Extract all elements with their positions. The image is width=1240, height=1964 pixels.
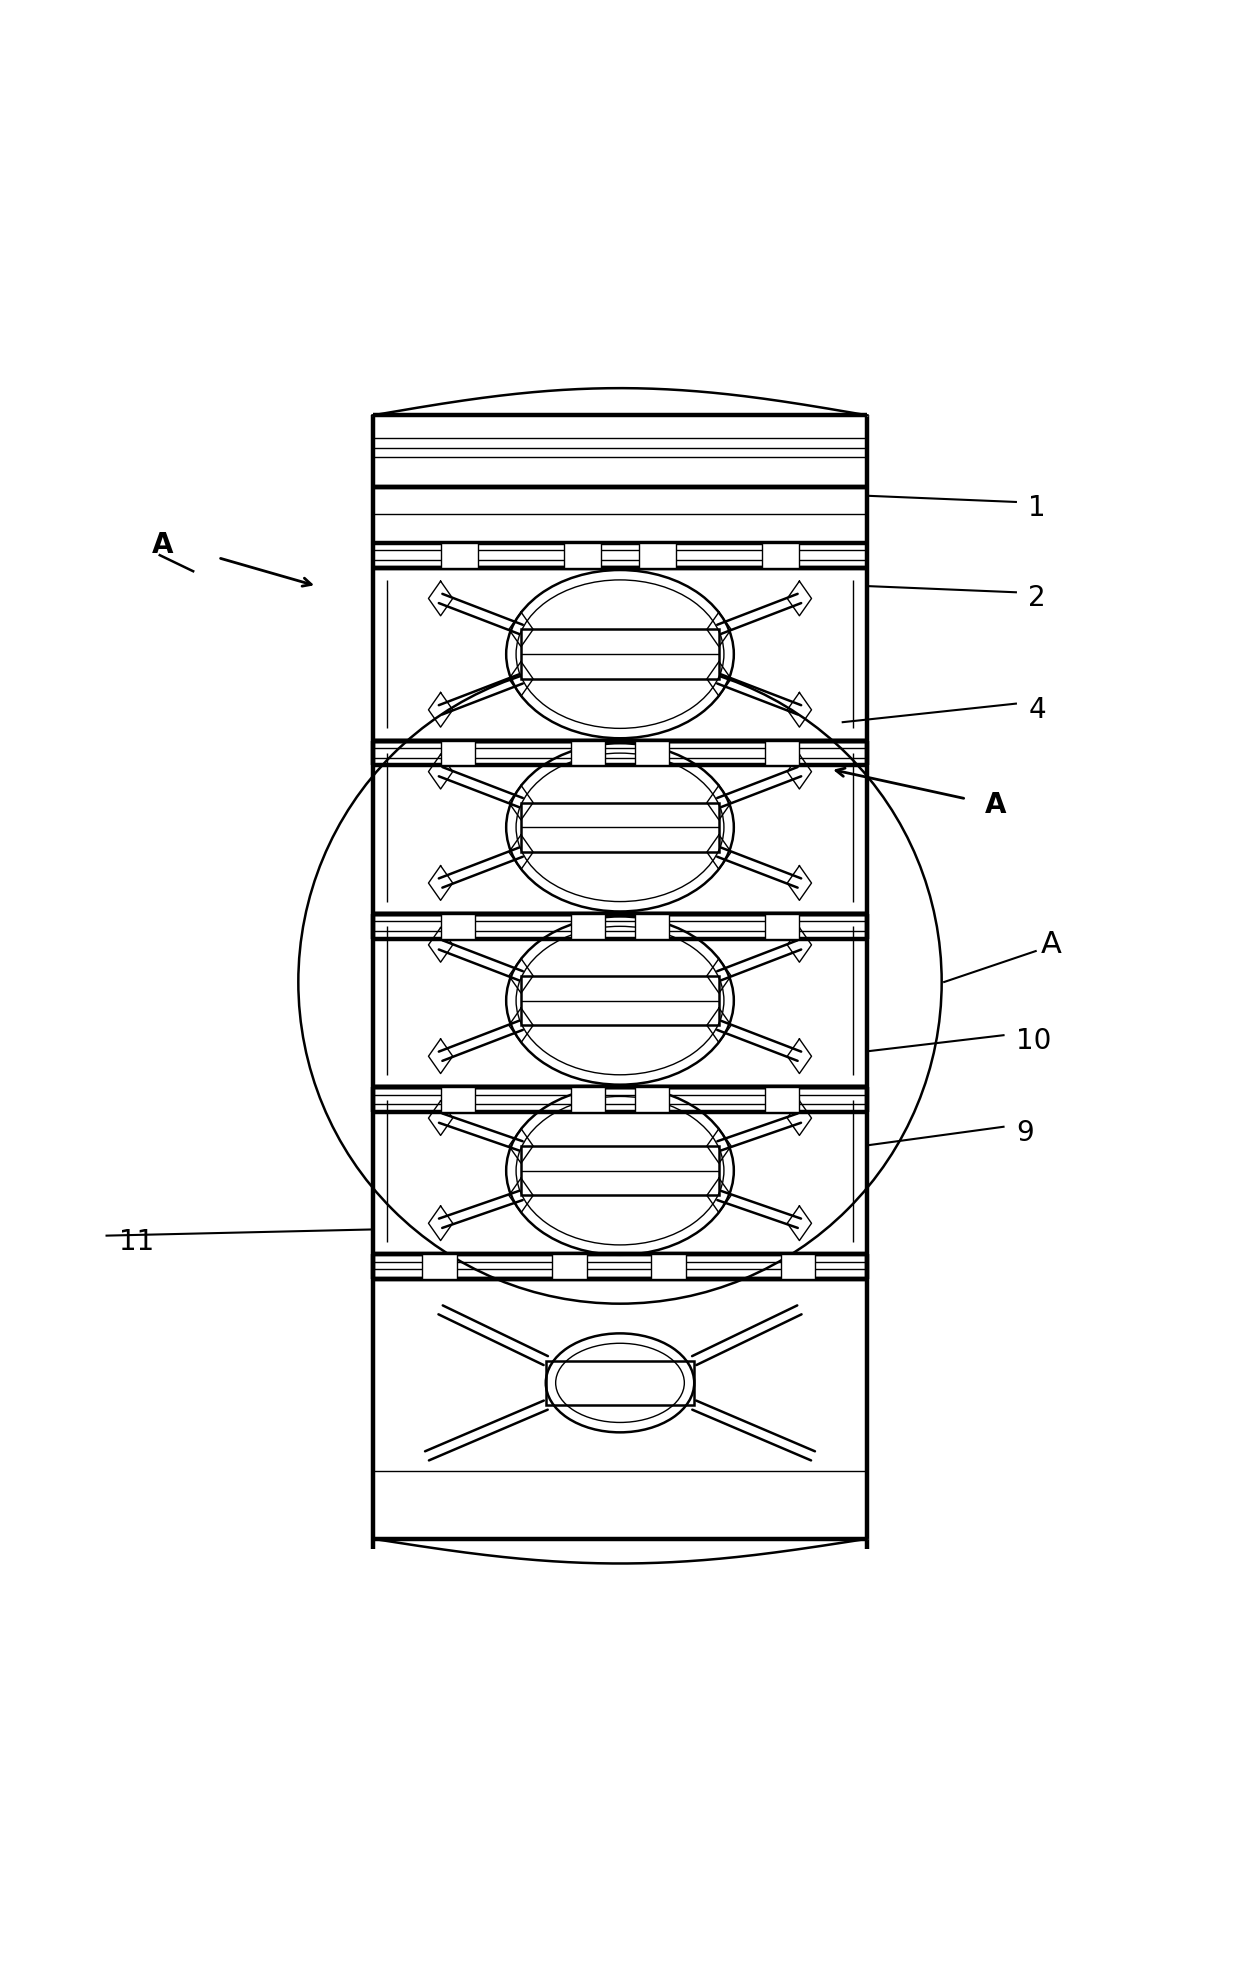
Bar (521, 628, 719, 680)
Bar (440, 913, 475, 939)
Bar (635, 1088, 670, 1112)
Bar (651, 1255, 686, 1279)
Bar (422, 1255, 456, 1279)
Text: A: A (1040, 931, 1061, 958)
Text: 4: 4 (1028, 695, 1045, 725)
Bar (635, 913, 670, 939)
Bar (765, 740, 800, 766)
Text: 1: 1 (1028, 495, 1045, 522)
Text: A: A (151, 530, 172, 560)
Bar (440, 1088, 475, 1112)
Bar (765, 1088, 800, 1112)
Text: 11: 11 (119, 1228, 154, 1255)
Text: A: A (985, 791, 1007, 819)
Bar (570, 913, 605, 939)
Bar (521, 976, 719, 1025)
Bar (639, 542, 676, 568)
Bar (570, 740, 605, 766)
Bar (546, 1361, 694, 1404)
Bar (440, 740, 475, 766)
Bar (440, 542, 477, 568)
Bar (765, 913, 800, 939)
Bar (552, 1255, 587, 1279)
Bar (521, 1145, 719, 1196)
Bar (635, 740, 670, 766)
Text: 10: 10 (1016, 1027, 1052, 1055)
Bar (781, 1255, 816, 1279)
Text: 9: 9 (1016, 1119, 1034, 1147)
Bar (521, 803, 719, 852)
Bar (763, 542, 800, 568)
Bar (564, 542, 601, 568)
Bar (570, 1088, 605, 1112)
Text: 2: 2 (1028, 585, 1045, 613)
